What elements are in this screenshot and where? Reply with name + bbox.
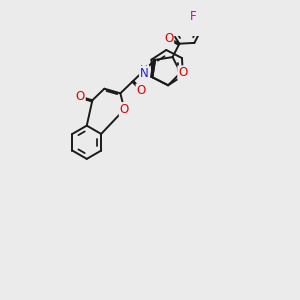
Text: O: O — [164, 32, 173, 45]
Text: O: O — [136, 84, 146, 98]
Text: O: O — [178, 66, 188, 79]
Text: O: O — [76, 90, 85, 103]
Text: F: F — [190, 11, 196, 23]
Text: H: H — [140, 65, 148, 75]
Text: O: O — [120, 103, 129, 116]
Text: N: N — [140, 67, 149, 80]
